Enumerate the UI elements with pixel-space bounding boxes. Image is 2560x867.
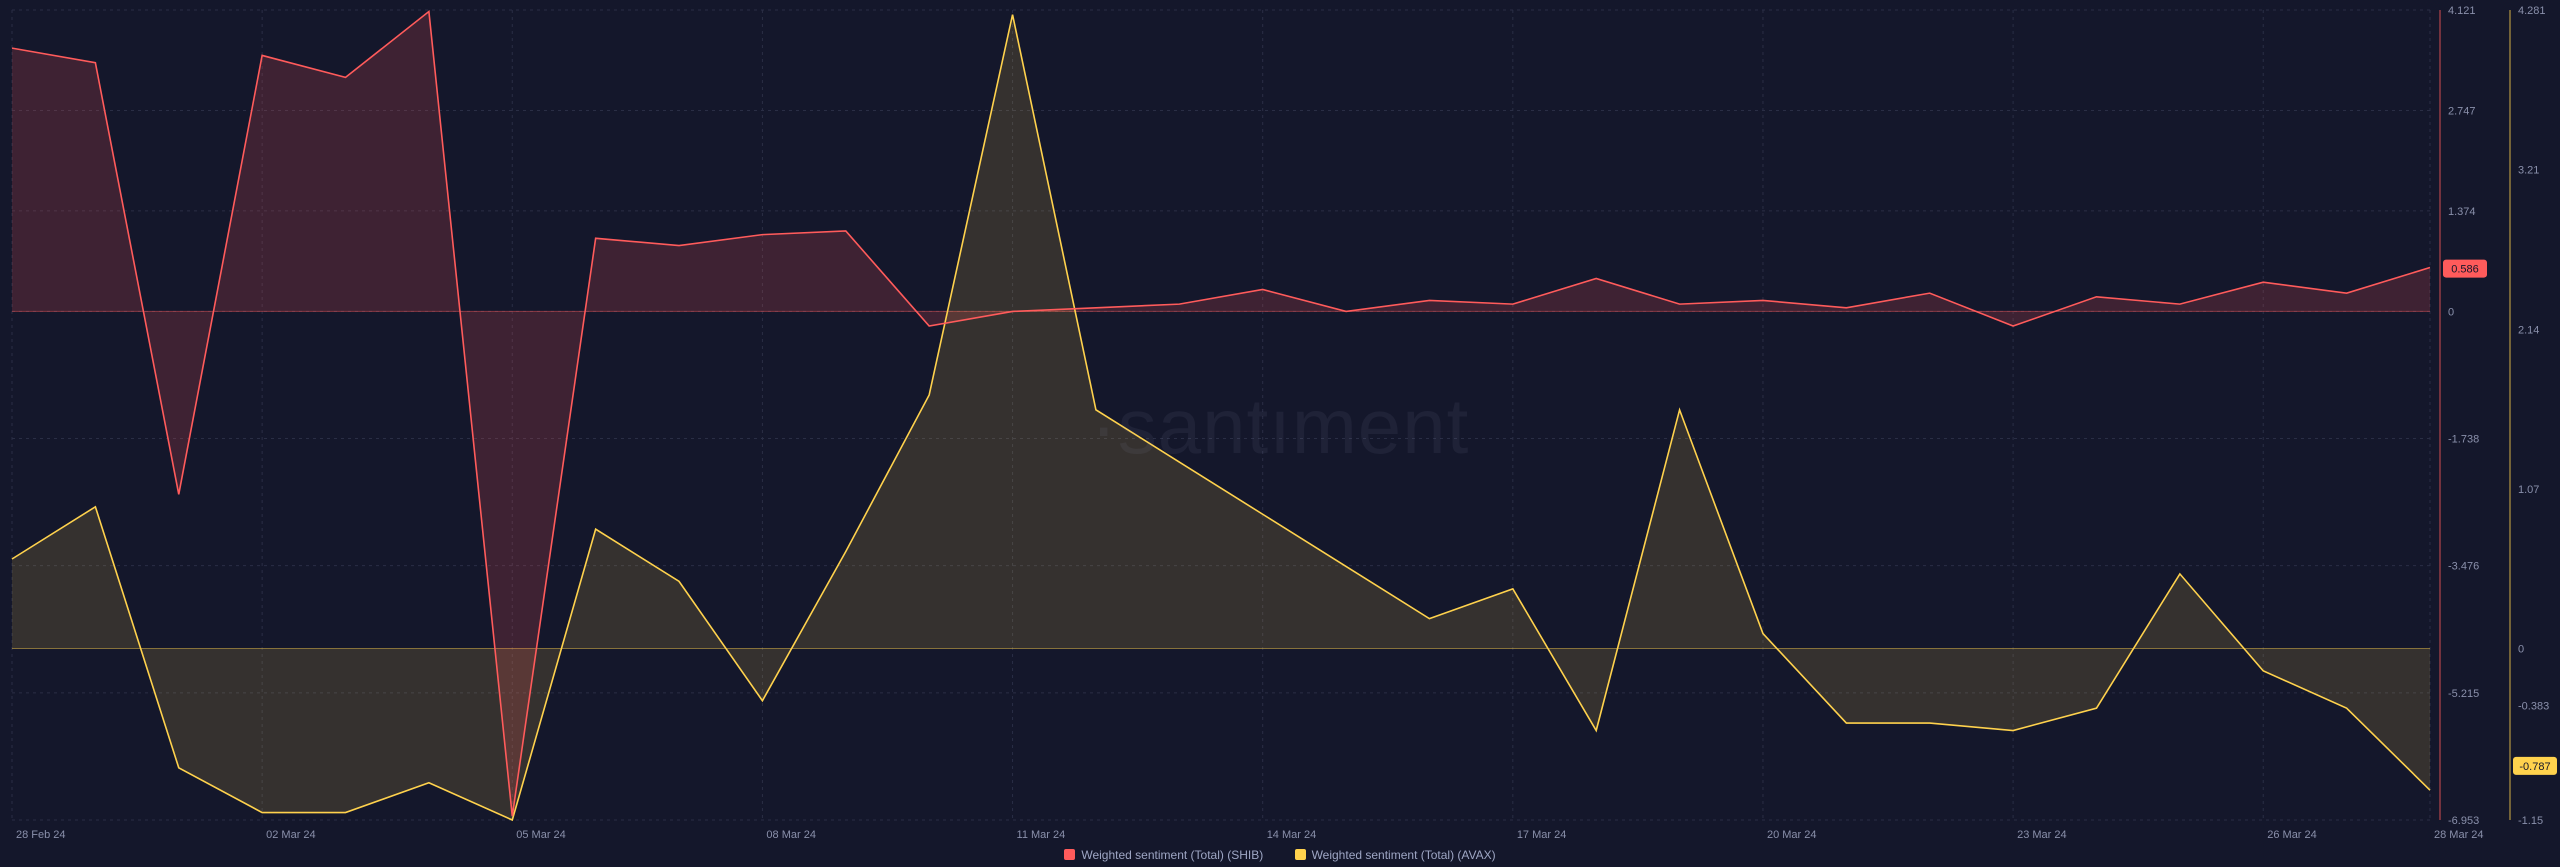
svg-text:17 Mar 24: 17 Mar 24 bbox=[1517, 829, 1567, 841]
svg-text:02 Mar 24: 02 Mar 24 bbox=[266, 829, 316, 841]
svg-text:-1.15: -1.15 bbox=[2518, 815, 2543, 827]
svg-text:0: 0 bbox=[2518, 643, 2524, 655]
svg-text:4.121: 4.121 bbox=[2448, 5, 2476, 17]
svg-text:14 Mar 24: 14 Mar 24 bbox=[1267, 829, 1317, 841]
svg-text:1.07: 1.07 bbox=[2518, 484, 2539, 496]
legend-swatch-avax bbox=[1295, 849, 1306, 860]
svg-text:-0.383: -0.383 bbox=[2518, 701, 2549, 713]
svg-text:-0.787: -0.787 bbox=[2519, 761, 2550, 773]
sentiment-chart[interactable]: 28 Feb 24 02 Mar 24 05 Mar 24 08 Mar 24 11 M… bbox=[0, 0, 2560, 867]
svg-text:3.21: 3.21 bbox=[2518, 165, 2539, 177]
legend-item-shib[interactable]: Weighted sentiment (Total) (SHIB) bbox=[1064, 848, 1263, 862]
svg-text:1.374: 1.374 bbox=[2448, 206, 2476, 218]
legend-label-shib: Weighted sentiment (Total) (SHIB) bbox=[1081, 848, 1263, 862]
legend-item-avax[interactable]: Weighted sentiment (Total) (AVAX) bbox=[1295, 848, 1496, 862]
svg-text:-5.215: -5.215 bbox=[2448, 688, 2479, 700]
svg-text:23 Mar 24: 23 Mar 24 bbox=[2017, 829, 2067, 841]
chart-container: ·santıment 28 Feb 2402 Mar 2405 Mar 2408… bbox=[0, 0, 2560, 867]
svg-text:11 Mar 24: 11 Mar 24 bbox=[1017, 829, 1066, 841]
chart-legend: Weighted sentiment (Total) (SHIB) Weight… bbox=[0, 848, 2560, 864]
svg-text:28 Feb 24: 28 Feb 24 bbox=[16, 829, 66, 841]
svg-text:08 Mar 24: 08 Mar 24 bbox=[766, 829, 816, 841]
svg-text:-1.738: -1.738 bbox=[2448, 434, 2479, 446]
svg-text:4.281: 4.281 bbox=[2518, 5, 2546, 17]
svg-text:2.747: 2.747 bbox=[2448, 106, 2476, 118]
svg-text:20 Mar 24: 20 Mar 24 bbox=[1767, 829, 1817, 841]
svg-text:28 Mar 24: 28 Mar 24 bbox=[2434, 829, 2484, 841]
svg-text:05 Mar 24: 05 Mar 24 bbox=[516, 829, 566, 841]
svg-text:2.14: 2.14 bbox=[2518, 324, 2539, 336]
svg-text:0: 0 bbox=[2448, 306, 2454, 318]
svg-text:-6.953: -6.953 bbox=[2448, 815, 2479, 827]
legend-label-avax: Weighted sentiment (Total) (AVAX) bbox=[1312, 848, 1496, 862]
svg-text:-3.476: -3.476 bbox=[2448, 561, 2479, 573]
svg-text:0.586: 0.586 bbox=[2451, 264, 2479, 276]
svg-text:26 Mar 24: 26 Mar 24 bbox=[2267, 829, 2317, 841]
legend-swatch-shib bbox=[1064, 849, 1075, 860]
